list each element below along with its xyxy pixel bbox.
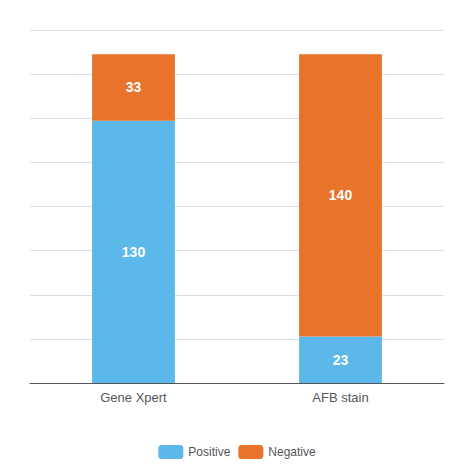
svg-text:Negative: Negative	[268, 445, 316, 459]
svg-text:130: 130	[122, 244, 146, 260]
svg-text:AFB stain: AFB stain	[312, 390, 368, 405]
svg-text:33: 33	[126, 79, 142, 95]
svg-text:Positive: Positive	[188, 445, 230, 459]
svg-text:Gene Xpert: Gene Xpert	[100, 390, 167, 405]
svg-text:140: 140	[329, 187, 353, 203]
svg-text:23: 23	[333, 352, 349, 368]
